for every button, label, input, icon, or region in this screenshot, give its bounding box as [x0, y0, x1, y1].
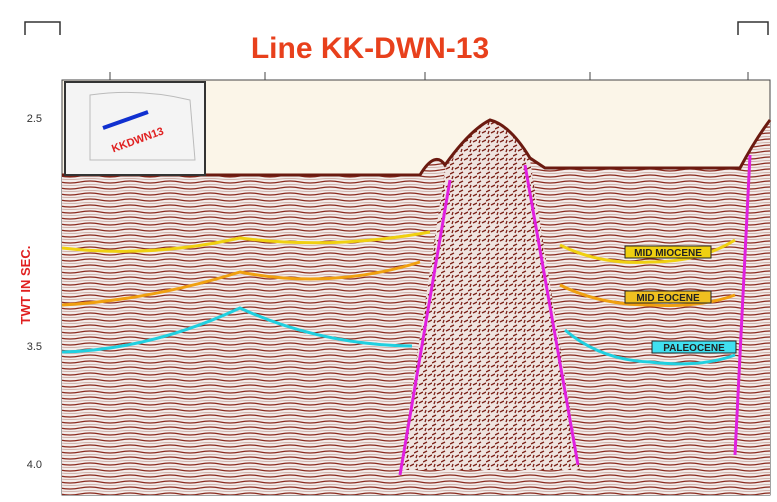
horizon-line	[61, 230, 431, 253]
horizon-label: PALEOCENE	[663, 343, 725, 354]
corner-mark	[737, 21, 769, 35]
y-tick-label: 4.0	[27, 459, 42, 471]
corner-mark	[24, 21, 61, 35]
horizon-line	[564, 328, 736, 366]
label-box	[651, 340, 737, 354]
horizon-line	[559, 283, 736, 308]
seafloor	[62, 118, 772, 177]
horizon-label: MID MIOCENE	[634, 248, 702, 259]
faults	[398, 154, 752, 476]
title: Line KK-DWN-13	[251, 32, 489, 65]
y-tick-label: 2.5	[27, 113, 42, 125]
label-box	[624, 245, 712, 259]
inset-line	[102, 110, 149, 130]
y-tick-label: 3.5	[27, 341, 42, 353]
horizon-line	[61, 260, 421, 307]
inset-map	[64, 81, 206, 176]
horizon-line	[559, 238, 736, 264]
horizon-line	[61, 306, 413, 354]
horizon-label: MID EOCENE	[636, 293, 700, 304]
seismic-section	[62, 120, 770, 495]
inset-outline	[89, 91, 196, 161]
y-axis-label: TWT IN SEC.	[18, 246, 33, 325]
label-box	[624, 290, 712, 304]
top-ticks	[109, 72, 749, 80]
